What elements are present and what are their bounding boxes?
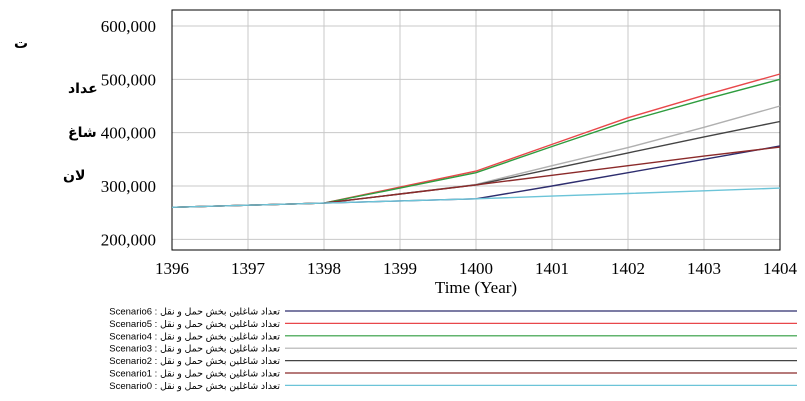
legend-entry-label: Scenario3 : تعداد شاغلین بخش حمل و نقل [109,344,280,355]
x-tick-label: 1400 [459,259,493,278]
x-tick-label: 1398 [307,259,341,278]
legend-entry-label: Scenario0 : تعداد شاغلین بخش حمل و نقل [109,381,280,392]
legend-entry-label: Scenario6 : تعداد شاغلین بخش حمل و نقل [109,307,280,318]
series-line-6 [171,187,781,208]
plot-area [171,9,781,251]
x-tick-label: 1403 [687,259,721,278]
y-axis-label: ت عداد شاغ لان [14,36,98,184]
legend-entry-label: Scenario1 : تعداد شاغلین بخش حمل و نقل [109,369,280,380]
y-axis-label-fragment: ت [14,36,28,52]
legend-entry-label: Scenario2 : تعداد شاغلین بخش حمل و نقل [109,356,280,367]
y-axis-label-fragment: عداد [68,81,98,97]
y-tick-label: 400,000 [101,124,156,143]
series-lines [171,73,781,208]
x-tick-label: 1402 [611,259,645,278]
x-tick-label: 1396 [155,259,189,278]
y-axis-label-fragment: شاغ [68,125,97,141]
y-tick-label: 500,000 [101,70,156,89]
grid-lines [172,10,780,250]
legend-entry-label: Scenario5 : تعداد شاغلین بخش حمل و نقل [109,319,280,330]
x-tick-label: 1404 [763,259,798,278]
y-tick-label: 600,000 [101,17,156,36]
x-tick-label: 1399 [383,259,417,278]
y-axis-label-fragment: لان [63,168,85,184]
x-tick-label: 1397 [231,259,266,278]
x-axis-ticks: 1396 1397 1398 1399 1400 1401 1402 1403 1404 [155,259,798,278]
y-axis-ticks: 200,000 300,000 400,000 500,000 600,000 [101,17,156,249]
x-tick-label: 1401 [535,259,569,278]
y-tick-label: 200,000 [101,230,156,249]
x-axis-label: Time (Year) [435,278,517,297]
legend-entry-label: Scenario4 : تعداد شاغلین بخش حمل و نقل [109,331,280,342]
y-tick-label: 300,000 [101,177,156,196]
legend: Scenario6 : تعداد شاغلین بخش حمل و نقلSc… [109,307,797,392]
